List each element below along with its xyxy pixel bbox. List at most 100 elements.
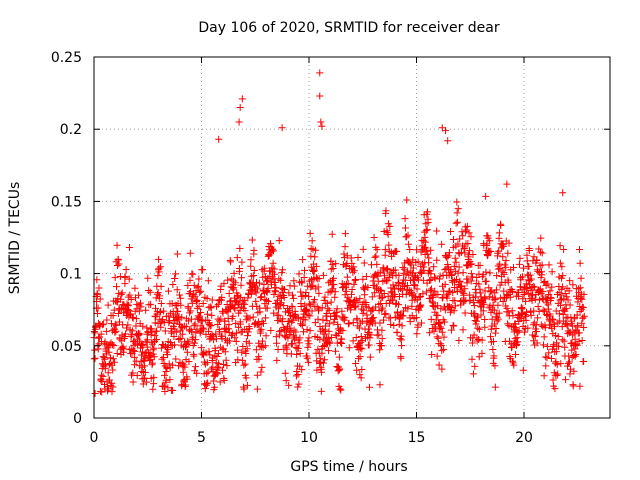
data-point [93, 276, 101, 284]
data-point [230, 284, 238, 292]
data-point [450, 307, 458, 315]
data-point [333, 312, 341, 320]
data-point [391, 266, 399, 274]
data-point [518, 305, 526, 313]
data-point [273, 339, 281, 347]
data-point [158, 344, 166, 352]
data-point [242, 350, 250, 358]
data-point [204, 379, 212, 387]
data-point [331, 293, 339, 301]
data-point [490, 338, 498, 346]
data-point [276, 331, 284, 339]
data-point [278, 269, 286, 277]
data-point [127, 310, 135, 318]
data-point [310, 267, 318, 275]
data-point [173, 250, 181, 258]
data-point [362, 272, 370, 280]
data-point [463, 222, 471, 230]
data-point [293, 351, 301, 359]
data-point [384, 231, 392, 239]
data-point [206, 351, 214, 359]
data-point [467, 233, 475, 241]
data-point [144, 274, 152, 282]
data-point [222, 356, 230, 364]
data-point [499, 253, 507, 261]
data-point [205, 327, 213, 335]
data-point [480, 300, 488, 308]
data-point [298, 320, 306, 328]
data-point [342, 287, 350, 295]
data-point [233, 292, 241, 300]
data-point [487, 247, 495, 255]
data-point [191, 320, 199, 328]
data-point [463, 279, 471, 287]
data-point [349, 319, 357, 327]
data-point [376, 269, 384, 277]
data-point [301, 292, 309, 300]
data-point [504, 278, 512, 286]
data-point [573, 341, 581, 349]
data-point [568, 346, 576, 354]
data-point [205, 347, 213, 355]
data-point [565, 287, 573, 295]
data-point [541, 324, 549, 332]
data-point [488, 315, 496, 323]
data-point [574, 321, 582, 329]
data-point [219, 309, 227, 317]
data-point [455, 263, 463, 271]
data-point [213, 370, 221, 378]
data-point [580, 357, 588, 365]
data-point [571, 352, 579, 360]
data-point [382, 207, 390, 215]
data-point [280, 294, 288, 302]
data-point [395, 320, 403, 328]
data-point [133, 372, 141, 380]
data-point [142, 306, 150, 314]
data-point [143, 336, 151, 344]
data-point [172, 328, 180, 336]
data-point [577, 274, 585, 282]
data-point [464, 240, 472, 248]
data-point [536, 248, 544, 256]
data-point [268, 245, 276, 253]
data-point [542, 353, 550, 361]
data-point [240, 385, 248, 393]
data-point [348, 286, 356, 294]
data-point [437, 340, 445, 348]
data-point [504, 249, 512, 257]
data-point [262, 287, 270, 295]
data-point [232, 337, 240, 345]
data-point [236, 104, 244, 112]
tick-labels: 0 5 10 15 20 0 0.05 0.1 0.15 0.2 0.25 [51, 50, 533, 446]
data-point [188, 299, 196, 307]
data-point [490, 352, 498, 360]
data-point [319, 359, 327, 367]
data-point [338, 307, 346, 315]
data-point [547, 321, 555, 329]
data-point [461, 285, 469, 293]
data-point [515, 327, 523, 335]
data-point [347, 254, 355, 262]
data-point [349, 337, 357, 345]
data-point [214, 349, 222, 357]
data-point [336, 385, 344, 393]
data-point [146, 349, 154, 357]
data-point [441, 318, 449, 326]
data-point [315, 275, 323, 283]
data-point [170, 332, 178, 340]
data-point [285, 381, 293, 389]
data-point [126, 291, 134, 299]
data-point [110, 341, 118, 349]
data-point [393, 248, 401, 256]
data-point [538, 271, 546, 279]
data-point [399, 263, 407, 271]
data-point [97, 330, 105, 338]
data-point [386, 222, 394, 230]
data-point [225, 321, 233, 329]
data-point [471, 362, 479, 370]
data-point [132, 315, 140, 323]
data-point [140, 362, 148, 370]
data-point [185, 317, 193, 325]
data-point [304, 343, 312, 351]
data-point [261, 342, 269, 350]
